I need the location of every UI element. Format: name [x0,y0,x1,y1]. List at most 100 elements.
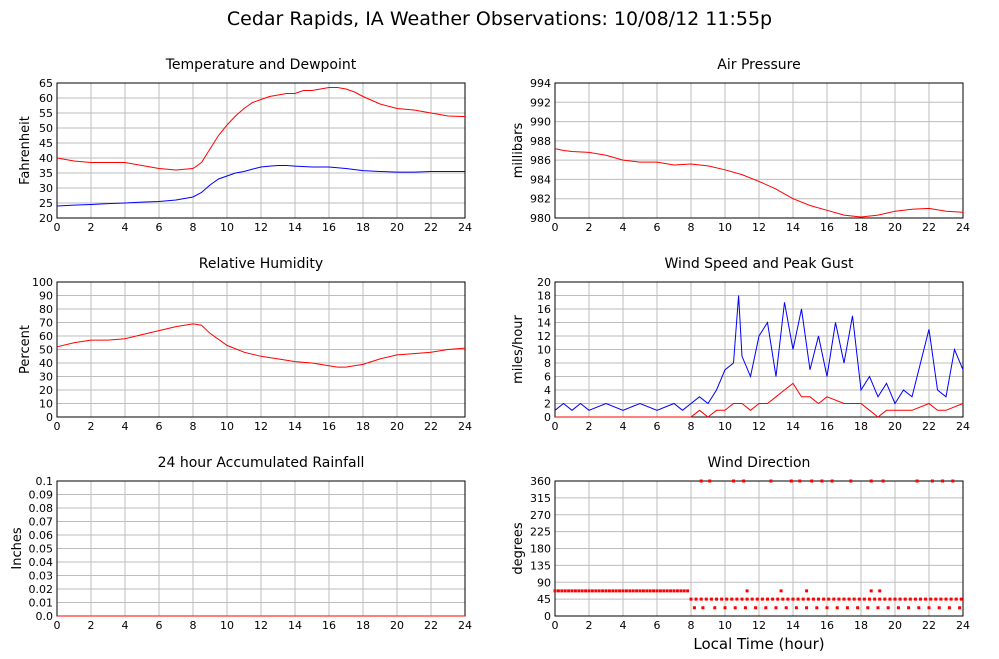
direction-point [939,597,943,601]
direction-x-tick-label: 12 [752,619,766,632]
direction-point [577,589,581,593]
direction-x-tick-label: 2 [586,619,593,632]
direction-point [699,597,703,601]
rain-x-tick-label: 22 [424,619,438,632]
direction-point [631,589,635,593]
direction-point [713,606,717,610]
rain-y-tick-label: 0.03 [29,570,54,583]
wind-series-line-1 [555,382,964,418]
direction-point [929,597,933,601]
direction-point [745,597,749,601]
direction-point [934,597,938,601]
direction-point [638,589,642,593]
direction-point [635,589,639,593]
direction-point [869,589,873,593]
direction-x-tick-label: 20 [888,619,902,632]
direction-point [806,597,810,601]
direction-point [715,597,718,601]
direction-x-tick-label: 24 [956,619,970,632]
rain-y-tick-label: 0.01 [29,597,54,610]
humidity-chart-title: Relative Humidity [199,256,323,272]
temp-x-tick-label: 20 [390,221,404,234]
wind-x-tick-label: 2 [586,420,593,433]
humidity-y-tick-label: 80 [39,303,53,316]
direction-point [791,597,795,601]
wind-chart-title: Wind Speed and Peak Gust [665,256,854,272]
humidity-x-tick-label: 10 [220,420,234,433]
wind-y-tick-label: 10 [537,344,551,357]
rain-x-tick-label: 10 [220,619,234,632]
pressure-series-line-0 [554,148,964,218]
rain-x-tick-label: 24 [458,619,472,632]
direction-point [958,606,962,610]
pressure-x-tick-label: 16 [820,221,834,234]
direction-point [614,589,618,593]
humidity-y-axis-label: Percent [18,325,33,374]
direction-y-tick-label: 315 [530,492,551,505]
pressure-y-tick-label: 980 [530,212,551,225]
direction-point [896,606,900,610]
direction-point [628,589,632,593]
direction-point [665,589,669,593]
wind-x-tick-label: 20 [888,420,902,433]
direction-point [560,589,564,593]
pressure-x-tick-label: 14 [786,221,800,234]
direction-point [730,597,734,601]
direction-point [789,479,793,483]
humidity-x-tick-label: 8 [190,420,197,433]
direction-point [553,589,557,593]
direction-point [917,606,921,610]
direction-y-tick-label: 135 [530,559,551,572]
wind-x-tick-label: 12 [752,420,766,433]
direction-point [784,606,788,610]
rain-x-tick-label: 12 [254,619,268,632]
direction-point [658,589,662,593]
temp-x-tick-label: 6 [156,221,163,234]
direction-x-tick-label: 14 [786,619,800,632]
direction-point [570,589,574,593]
direction-point [907,606,911,610]
direction-point [618,589,622,593]
direction-point [837,597,841,601]
direction-point [733,606,737,610]
direction-point [857,597,861,601]
wind-y-tick-label: 6 [544,371,551,384]
pressure-y-tick-label: 990 [530,116,551,129]
humidity-x-tick-label: 4 [122,420,129,433]
direction-point [913,597,917,601]
direction-y-tick-label: 360 [530,475,551,488]
temp-series-line-1 [56,165,465,207]
direction-point [740,597,744,601]
direction-x-tick-label: 8 [688,619,695,632]
direction-point [679,589,683,593]
temp-x-tick-label: 16 [322,221,336,234]
direction-point [959,597,963,601]
page-title: Cedar Rapids, IA Weather Observations: 1… [226,8,773,30]
humidity-y-tick-label: 20 [39,384,53,397]
direction-point [584,589,588,593]
direction-y-tick-label: 45 [537,593,551,606]
rain-x-tick-label: 18 [356,619,370,632]
direction-point [732,479,735,483]
wind-y-axis-label: miles/hour [511,314,526,383]
direction-point [951,479,955,483]
pressure-y-axis-label: millibars [511,123,526,179]
direction-point [621,589,625,593]
rain-y-tick-label: 0.07 [29,516,54,529]
direction-x-tick-label: 22 [922,619,936,632]
wind-y-tick-label: 4 [544,384,551,397]
direction-point [745,589,749,593]
direction-point [755,597,759,601]
humidity-y-tick-label: 0 [46,411,53,424]
direction-point [868,597,871,601]
direction-point [750,597,754,601]
pressure-y-tick-label: 992 [530,96,551,109]
direction-point [655,589,659,593]
rain-x-tick-label: 0 [54,619,61,632]
rain-y-tick-label: 0.1 [36,475,54,488]
direction-point [830,479,834,483]
temp-x-tick-label: 14 [288,221,302,234]
direction-point [669,589,673,593]
direction-point [866,606,870,610]
